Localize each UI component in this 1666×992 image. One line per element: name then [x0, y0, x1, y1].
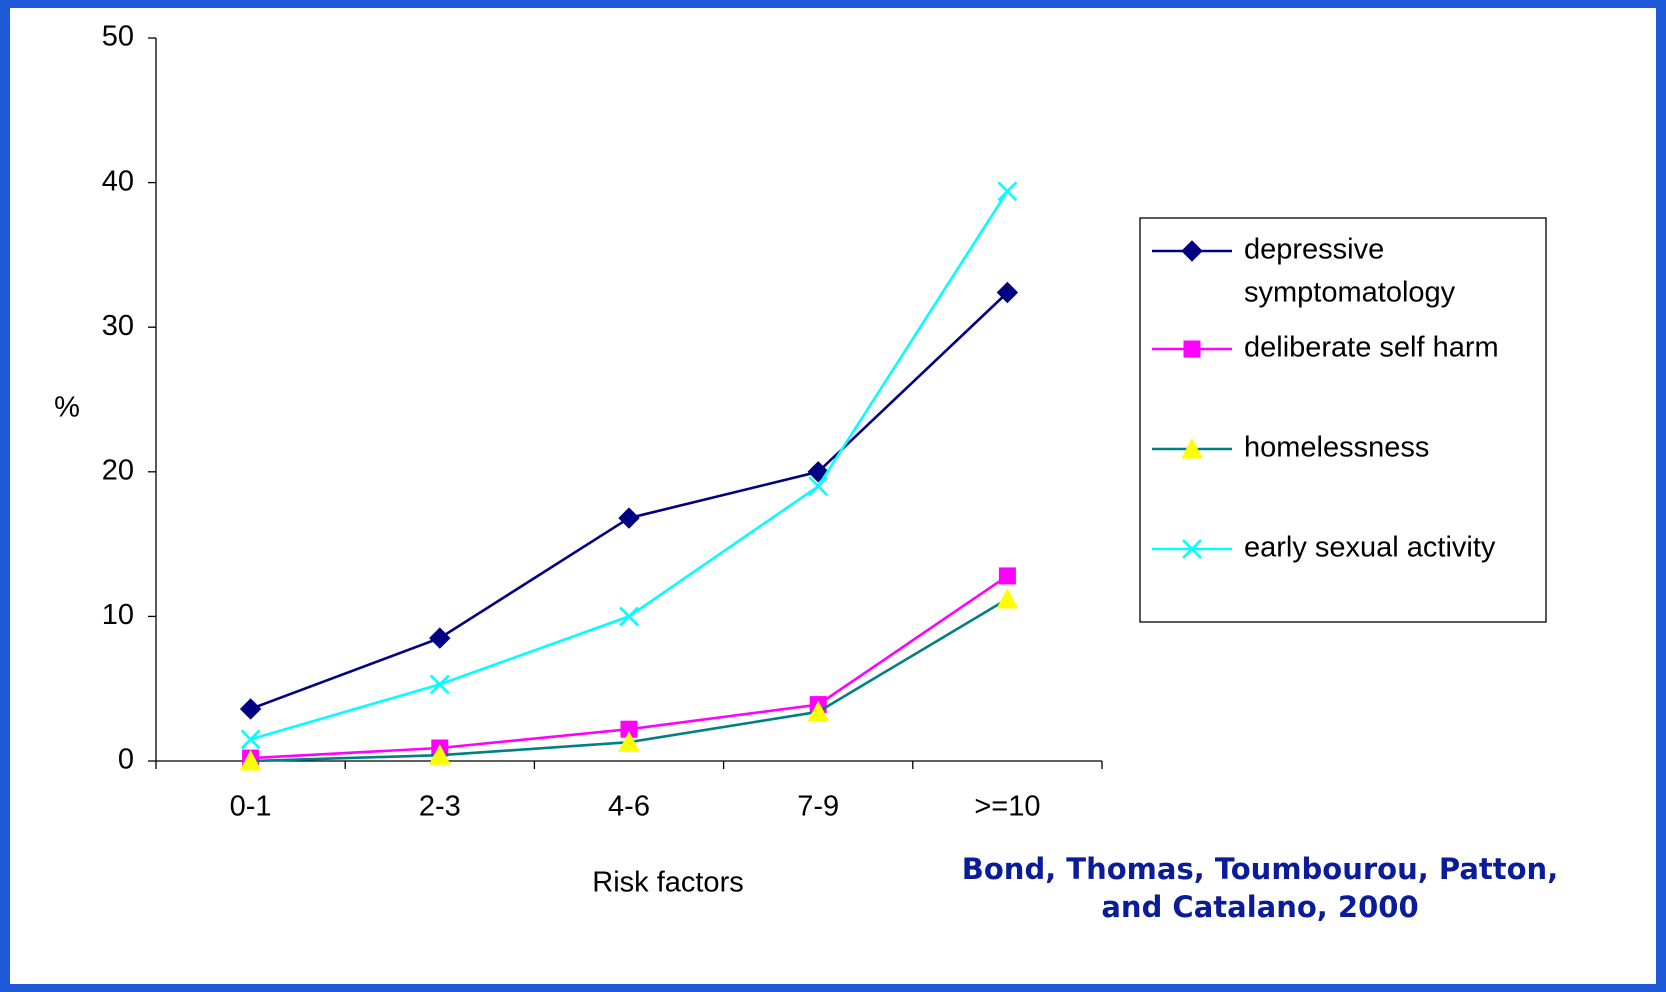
- legend-label-depressive: depressive: [1244, 234, 1384, 266]
- data-point-homeless: [239, 749, 262, 771]
- legend-item-homeless: homelessness: [1152, 432, 1429, 464]
- citation: Bond, Thomas, Toumbourou, Patton, and Ca…: [890, 850, 1630, 926]
- x-tick-label: 2-3: [419, 791, 461, 823]
- citation-line-2: and Catalano, 2000: [1101, 890, 1419, 924]
- y-tick-label: 50: [102, 21, 134, 53]
- series-sexual: [240, 181, 1018, 750]
- legend-item-sexual: early sexual activity: [1152, 532, 1496, 564]
- series-homeless: [239, 587, 1019, 771]
- y-tick-label: 40: [102, 165, 134, 197]
- series-line-depressive: [250, 291, 1009, 711]
- legend-label-selfharm: deliberate self harm: [1244, 332, 1499, 364]
- legend-label-sexual: early sexual activity: [1244, 532, 1496, 564]
- y-tick-label: 0: [118, 744, 134, 776]
- axes: 0 10 20 30 40 50 0-1 2-3 4-6 7-9 >=10: [102, 21, 1103, 823]
- series-line-sexual: [250, 190, 1009, 741]
- x-tick-label: 7-9: [797, 791, 839, 823]
- legend: depressive symptomatology deliberate self …: [1139, 217, 1547, 623]
- data-point-sexual: [429, 674, 450, 695]
- series-layer: [239, 181, 1019, 771]
- x-tick-label: 4-6: [608, 791, 650, 823]
- data-point-selfharm: [998, 567, 1016, 585]
- line-chart: 0 10 20 30 40 50 0-1 2-3 4-6 7-9 >=10 % Risk facto…: [54, 21, 1547, 899]
- legend-marker-homeless: [1181, 437, 1203, 459]
- data-point-sexual: [619, 606, 639, 627]
- y-tick-label: 30: [102, 310, 134, 342]
- data-point-homeless: [618, 731, 640, 752]
- x-tick-label: >=10: [974, 791, 1040, 823]
- legend-box: [1139, 217, 1547, 623]
- series-depressive: [239, 281, 1019, 720]
- legend-label-homeless: homelessness: [1244, 432, 1429, 464]
- data-point-homeless: [428, 744, 451, 765]
- legend-marker-depressive: [1181, 240, 1203, 262]
- y-tick-label: 20: [102, 454, 134, 486]
- citation-line-1: Bond, Thomas, Toumbourou, Patton,: [961, 852, 1559, 886]
- y-axis-title: %: [54, 392, 80, 424]
- slide: 0 10 20 30 40 50 0-1 2-3 4-6 7-9 >=10 % Risk facto…: [10, 8, 1656, 984]
- data-point-depressive: [618, 507, 640, 529]
- legend-item-depressive: depressive symptomatology: [1152, 234, 1456, 309]
- data-point-sexual: [997, 181, 1018, 202]
- data-point-depressive: [429, 627, 451, 649]
- data-point-depressive: [996, 281, 1019, 304]
- data-point-depressive: [239, 698, 262, 720]
- legend-label-depressive: symptomatology: [1244, 277, 1456, 309]
- legend-marker-selfharm: [1183, 340, 1201, 358]
- data-point-homeless: [807, 700, 830, 722]
- legend-item-selfharm: deliberate self harm: [1152, 332, 1499, 364]
- data-point-homeless: [996, 587, 1019, 609]
- x-tick-label: 0-1: [230, 791, 272, 823]
- data-point-sexual: [808, 476, 829, 497]
- y-tick-label: 10: [102, 599, 134, 631]
- legend-marker-sexual: [1182, 539, 1202, 559]
- x-axis-title: Risk factors: [592, 867, 743, 899]
- data-point-sexual: [240, 729, 261, 750]
